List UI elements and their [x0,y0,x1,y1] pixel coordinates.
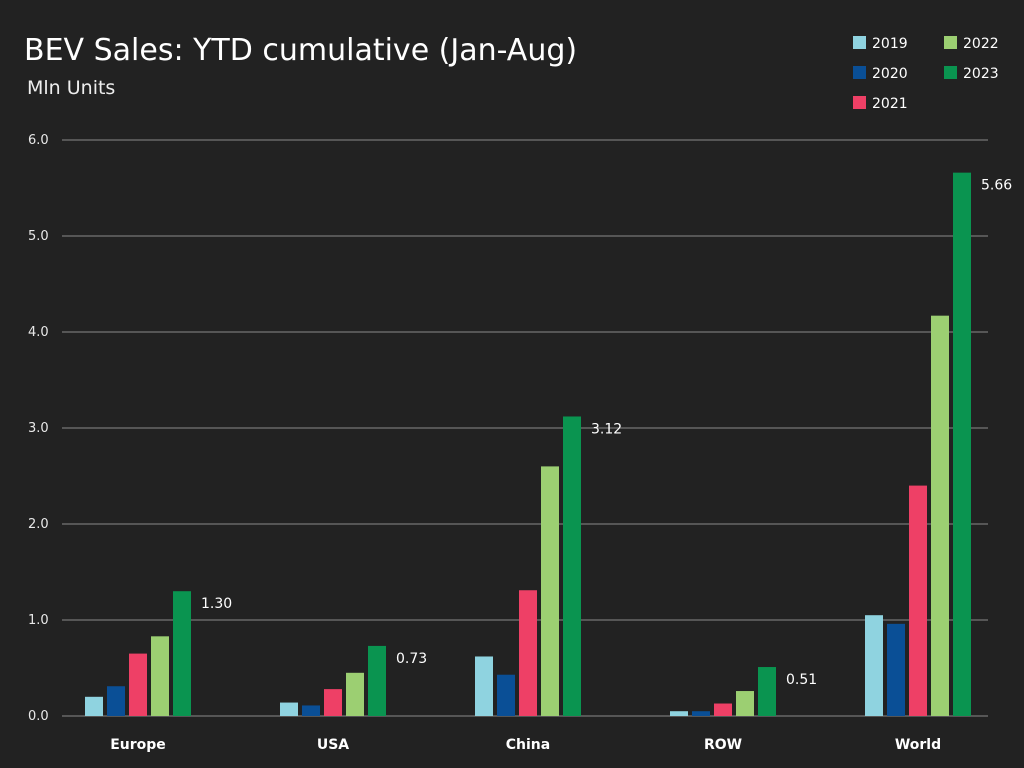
bar-2023-world [953,172,971,716]
bar-2021-europe [129,653,147,716]
bar-2020-world [887,623,905,716]
y-axis-ticks: 0.0 1.0 2.0 3.0 4.0 5.0 6.0 [28,133,49,724]
category-label: ROW [704,737,742,753]
y-tick-label: 5.0 [28,229,49,244]
bar-2022-usa [346,672,364,716]
category-label: Europe [110,737,166,753]
bar-2021-usa [324,689,342,716]
data-labels: 1.30 0.73 3.12 0.51 5.66 [201,178,1012,688]
x-axis-categories: Europe USA China ROW World [110,737,941,753]
y-tick-label: 4.0 [28,325,49,340]
bar-2021-world [909,485,927,716]
legend-swatch-2020 [853,66,866,79]
legend: 2019 2020 2021 2022 2023 [853,36,999,112]
chart-subtitle: Mln Units [27,77,115,99]
chart-title: BEV Sales: YTD cumulative (Jan-Aug) [24,33,577,68]
y-tick-label: 1.0 [28,613,49,628]
bar-2021-row [714,703,732,716]
legend-swatch-2021 [853,96,866,109]
y-tick-label: 0.0 [28,709,49,724]
bar-2022-china [541,466,559,716]
legend-label-2019: 2019 [872,36,908,52]
data-label: 5.66 [981,178,1012,194]
bar-2022-world [931,315,949,716]
bar-2023-usa [368,645,386,716]
gridlines [62,139,988,717]
data-label: 0.73 [396,651,427,667]
bar-2021-china [519,590,537,716]
bar-2019-europe [85,696,103,716]
y-tick-label: 3.0 [28,421,49,436]
bar-2022-row [736,691,754,716]
data-label: 1.30 [201,596,232,612]
legend-swatch-2023 [944,66,957,79]
bar-2023-row [758,667,776,716]
data-label: 0.51 [786,672,817,688]
bar-2020-china [497,674,515,716]
category-label: USA [317,737,349,753]
category-label: China [506,737,550,753]
bar-2019-row [670,711,688,716]
bar-2022-europe [151,636,169,716]
bar-2020-usa [302,705,320,716]
category-label: World [895,737,941,753]
legend-swatch-2022 [944,36,957,49]
bars [85,172,971,716]
legend-label-2023: 2023 [963,66,999,82]
legend-label-2021: 2021 [872,96,908,112]
data-label: 3.12 [591,421,622,437]
legend-swatch-2019 [853,36,866,49]
bar-2020-row [692,711,710,716]
bar-2023-china [563,416,581,716]
bar-2020-europe [107,686,125,716]
legend-label-2020: 2020 [872,66,908,82]
legend-label-2022: 2022 [963,36,999,52]
bar-2019-usa [280,702,298,716]
bar-2019-china [475,656,493,716]
y-tick-label: 6.0 [28,133,49,148]
bar-2023-europe [173,591,191,716]
bar-2019-world [865,615,883,716]
y-tick-label: 2.0 [28,517,49,532]
